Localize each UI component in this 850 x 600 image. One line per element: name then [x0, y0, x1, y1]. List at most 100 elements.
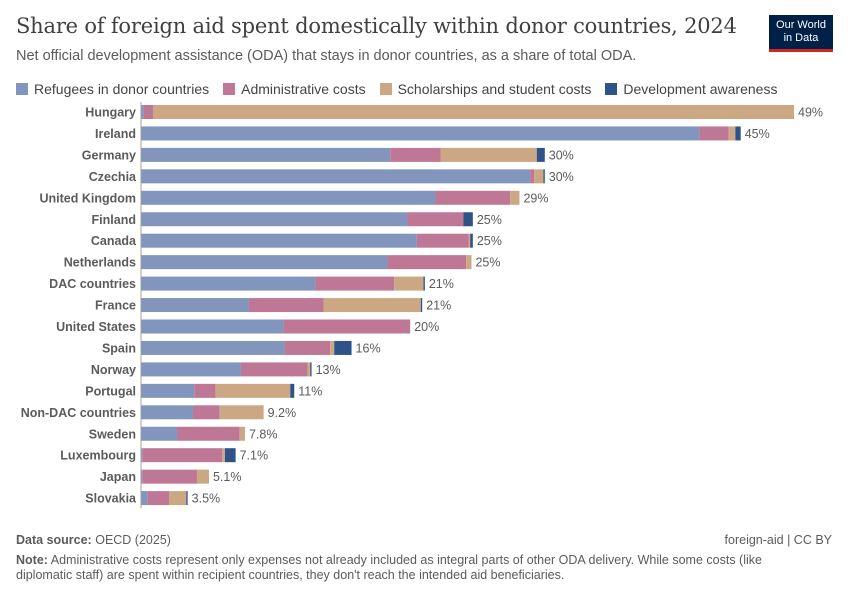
- bar-dac-countries-admin[interactable]: [315, 276, 395, 291]
- chart-title: Share of foreign aid spent domestically …: [16, 14, 737, 38]
- bar-czechia-awareness[interactable]: [543, 169, 545, 184]
- bar-sweden-admin[interactable]: [176, 426, 240, 441]
- category-label-portugal: Portugal: [85, 384, 136, 398]
- bar-luxembourg-admin[interactable]: [142, 448, 223, 463]
- category-label-united-kingdom: United Kingdom: [39, 191, 136, 205]
- category-label-ireland: Ireland: [95, 127, 136, 141]
- bar-france-scholarships[interactable]: [323, 298, 421, 313]
- total-label-portugal: 11%: [298, 384, 322, 398]
- category-label-finland: Finland: [92, 213, 136, 227]
- bar-norway-awareness[interactable]: [310, 362, 312, 377]
- bar-united-states-admin[interactable]: [283, 319, 411, 334]
- bar-germany-admin[interactable]: [390, 147, 441, 162]
- bar-france-admin[interactable]: [248, 298, 324, 313]
- total-label-dac-countries: 21%: [429, 277, 454, 291]
- bar-luxembourg-scholarships[interactable]: [222, 448, 225, 463]
- bar-non-dac-countries-refugees[interactable]: [141, 405, 193, 420]
- bar-canada-scholarships[interactable]: [468, 233, 471, 248]
- total-label-finland: 25%: [477, 213, 502, 227]
- legend-item-scholarships[interactable]: Scholarships and student costs: [379, 81, 591, 97]
- data-source-link[interactable]: OECD (2025): [95, 533, 171, 547]
- bar-ireland-scholarships[interactable]: [728, 126, 736, 141]
- bar-ireland-admin[interactable]: [699, 126, 729, 141]
- bar-united-kingdom-refugees[interactable]: [141, 190, 436, 205]
- bar-spain-awareness[interactable]: [334, 340, 352, 355]
- legend-item-awareness[interactable]: Development awareness: [605, 81, 777, 97]
- owid-logo[interactable]: Our World in Data: [769, 15, 833, 52]
- legend-swatch-scholarships: [379, 83, 392, 95]
- bar-germany-awareness[interactable]: [536, 147, 545, 162]
- bar-netherlands-refugees[interactable]: [141, 255, 388, 270]
- total-label-france: 21%: [426, 299, 451, 313]
- chart-legend: Refugees in donor countries Administrati…: [16, 80, 791, 98]
- total-label-slovakia: 3.5%: [192, 492, 221, 506]
- total-label-united-states: 20%: [414, 320, 439, 334]
- total-label-spain: 16%: [356, 341, 381, 355]
- bar-czechia-admin[interactable]: [530, 169, 535, 184]
- bar-germany-scholarships[interactable]: [440, 147, 537, 162]
- bar-finland-admin[interactable]: [407, 212, 464, 227]
- bar-ireland-awareness[interactable]: [735, 126, 741, 141]
- bar-japan-admin[interactable]: [142, 469, 197, 484]
- bar-japan-refugees[interactable]: [141, 469, 143, 484]
- legend-item-refugees[interactable]: Refugees in donor countries: [16, 81, 209, 97]
- bar-slovakia-scholarships[interactable]: [168, 491, 187, 506]
- bar-canada-awareness[interactable]: [470, 233, 473, 248]
- bar-dac-countries-awareness[interactable]: [423, 276, 425, 291]
- bar-non-dac-countries-admin[interactable]: [192, 405, 220, 420]
- bar-luxembourg-awareness[interactable]: [224, 448, 236, 463]
- bar-portugal-scholarships[interactable]: [215, 383, 291, 398]
- category-label-spain: Spain: [102, 341, 136, 355]
- bar-united-states-refugees[interactable]: [141, 319, 284, 334]
- legend-item-admin[interactable]: Administrative costs: [223, 81, 366, 97]
- bar-canada-refugees[interactable]: [141, 233, 417, 248]
- bar-portugal-refugees[interactable]: [141, 383, 195, 398]
- bar-ireland-refugees[interactable]: [141, 126, 700, 141]
- total-label-ireland: 45%: [745, 127, 770, 141]
- bar-norway-scholarships[interactable]: [307, 362, 311, 377]
- bar-slovakia-refugees[interactable]: [141, 491, 148, 506]
- category-label-non-dac-countries: Non-DAC countries: [21, 406, 136, 420]
- bar-luxembourg-refugees[interactable]: [141, 448, 143, 463]
- bar-non-dac-countries-scholarships[interactable]: [219, 405, 264, 420]
- bar-dac-countries-scholarships[interactable]: [394, 276, 424, 291]
- legend-label-awareness: Development awareness: [623, 81, 778, 97]
- category-label-dac-countries: DAC countries: [49, 277, 136, 291]
- bar-united-kingdom-scholarships[interactable]: [510, 190, 520, 205]
- bar-slovakia-awareness[interactable]: [186, 491, 188, 506]
- legend-swatch-refugees: [16, 83, 28, 95]
- bar-japan-scholarships[interactable]: [196, 469, 209, 484]
- category-label-united-states: United States: [56, 320, 136, 334]
- bar-slovakia-admin[interactable]: [147, 491, 169, 506]
- bar-united-kingdom-admin[interactable]: [435, 190, 511, 205]
- bar-czechia-scholarships[interactable]: [534, 169, 544, 184]
- bar-netherlands-scholarships[interactable]: [466, 255, 472, 270]
- bar-sweden-refugees[interactable]: [141, 426, 177, 441]
- bar-germany-refugees[interactable]: [141, 147, 391, 162]
- bar-hungary-scholarships[interactable]: [152, 105, 794, 119]
- bar-spain-refugees[interactable]: [141, 340, 285, 355]
- bar-canada-admin[interactable]: [416, 233, 469, 248]
- bar-finland-refugees[interactable]: [141, 212, 408, 227]
- bar-norway-admin[interactable]: [240, 362, 308, 377]
- bar-portugal-awareness[interactable]: [290, 383, 295, 398]
- bar-czechia-refugees[interactable]: [141, 169, 531, 184]
- bar-sweden-scholarships[interactable]: [239, 426, 245, 441]
- bar-hungary-refugees[interactable]: [141, 105, 144, 119]
- bar-france-refugees[interactable]: [141, 298, 249, 313]
- bar-spain-scholarships[interactable]: [330, 340, 335, 355]
- total-label-canada: 25%: [477, 234, 502, 248]
- category-label-japan: Japan: [100, 470, 136, 484]
- total-label-united-kingdom: 29%: [523, 191, 548, 205]
- logo-line-1: Our World: [776, 19, 826, 31]
- bar-france-awareness[interactable]: [420, 298, 423, 313]
- bar-portugal-admin[interactable]: [194, 383, 216, 398]
- bar-spain-admin[interactable]: [284, 340, 331, 355]
- category-label-slovakia: Slovakia: [85, 492, 137, 506]
- bar-netherlands-admin[interactable]: [387, 255, 467, 270]
- bar-finland-awareness[interactable]: [463, 212, 473, 227]
- bar-hungary-admin[interactable]: [143, 105, 153, 119]
- bar-dac-countries-refugees[interactable]: [141, 276, 316, 291]
- license-text[interactable]: foreign-aid | CC BY: [724, 533, 832, 547]
- bar-norway-refugees[interactable]: [141, 362, 241, 377]
